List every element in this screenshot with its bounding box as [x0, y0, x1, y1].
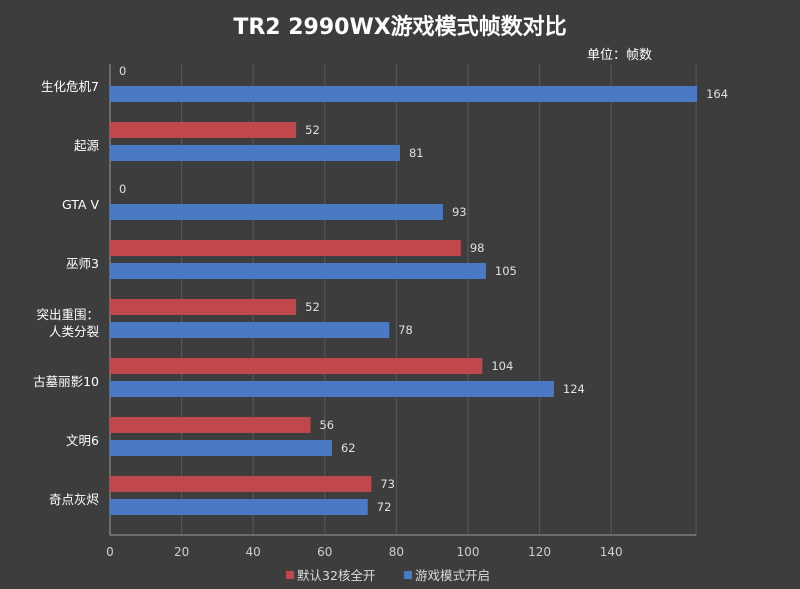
data-label: 73	[380, 477, 395, 491]
legend-item-label: 游戏模式开启	[415, 568, 490, 583]
category-label: 古墓丽影10	[33, 374, 99, 389]
x-tick-label: 140	[600, 545, 623, 559]
bar	[110, 86, 698, 102]
legend: 默认32核全开 游戏模式开启	[286, 568, 490, 583]
unit-label: 单位：帧数	[587, 48, 652, 63]
data-label: 56	[319, 418, 334, 432]
data-label: 98	[470, 241, 485, 255]
chart-title: TR2 2990WX游戏模式帧数对比	[233, 14, 566, 40]
category-label: 人类分裂	[49, 324, 99, 339]
bar	[110, 204, 443, 220]
category-label: 突出重围：	[36, 307, 99, 322]
category-label: 文明6	[66, 433, 99, 448]
x-tick-label: 60	[317, 545, 332, 559]
category-label: 巫师3	[66, 256, 99, 271]
x-tick-label: 40	[246, 545, 261, 559]
data-label: 52	[305, 123, 320, 137]
bar	[110, 476, 372, 492]
x-tick-label: 120	[528, 545, 551, 559]
x-tick-label: 100	[457, 545, 480, 559]
bar	[110, 145, 400, 161]
bar	[110, 358, 483, 374]
bar	[110, 122, 297, 138]
bar	[110, 322, 390, 338]
x-tick-label: 80	[389, 545, 404, 559]
x-tick-label: 20	[174, 545, 189, 559]
category-label: GTA V	[62, 197, 99, 212]
data-label: 62	[341, 441, 356, 455]
bar	[110, 240, 461, 256]
data-label: 93	[452, 205, 467, 219]
legend-item-label: 默认32核全开	[297, 568, 375, 583]
data-label: 105	[495, 264, 517, 278]
bar	[110, 263, 486, 279]
x-tick-label: 0	[106, 545, 114, 559]
data-label: 81	[409, 146, 424, 160]
category-label: 生化危机7	[41, 79, 99, 94]
legend-swatch	[404, 571, 412, 579]
data-label: 104	[491, 359, 513, 373]
bar	[110, 499, 368, 515]
x-axis-ticks: 0 20 40 60 80 100 120 140	[106, 545, 622, 559]
data-label: 72	[377, 500, 392, 514]
data-label: 52	[305, 300, 320, 314]
bar	[110, 381, 554, 397]
data-label: 124	[563, 382, 585, 396]
category-label: 奇点灰烬	[49, 492, 100, 507]
bar	[110, 440, 332, 456]
data-label: 0	[119, 182, 126, 196]
legend-swatch	[286, 571, 294, 579]
data-labels: 0 164 52 81 0 93 98 105 52 78 104 124 56 62 73 72	[119, 64, 728, 514]
data-label: 0	[119, 64, 126, 78]
data-label: 78	[398, 323, 413, 337]
bar	[110, 299, 297, 315]
category-label: 起源	[74, 138, 100, 153]
bar	[110, 417, 311, 433]
data-label: 164	[706, 87, 728, 101]
bars	[110, 86, 698, 515]
